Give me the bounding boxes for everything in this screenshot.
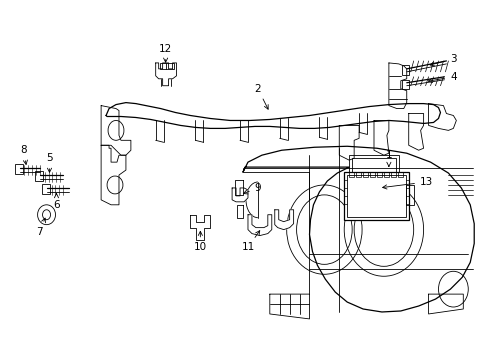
Text: 9: 9: [243, 183, 261, 194]
Text: 13: 13: [382, 177, 432, 189]
Polygon shape: [243, 146, 473, 312]
Bar: [35, 171, 42, 181]
Text: 3: 3: [429, 54, 456, 66]
Polygon shape: [408, 113, 423, 150]
Polygon shape: [101, 105, 131, 155]
Text: 2: 2: [254, 84, 267, 109]
Text: 5: 5: [46, 153, 53, 172]
Bar: [346, 175, 405, 217]
Bar: [376, 172, 381, 177]
Text: 8: 8: [20, 145, 27, 165]
Text: 6: 6: [53, 194, 60, 210]
Bar: [348, 172, 353, 177]
Polygon shape: [106, 103, 440, 129]
Bar: [41, 184, 49, 194]
Polygon shape: [190, 215, 210, 239]
Bar: [344, 172, 408, 220]
Text: 11: 11: [241, 231, 259, 252]
Polygon shape: [101, 145, 126, 205]
Text: 1: 1: [385, 150, 391, 166]
Bar: [355, 172, 360, 177]
Polygon shape: [339, 125, 358, 160]
Bar: [397, 172, 402, 177]
Polygon shape: [388, 63, 406, 109]
Bar: [401, 65, 408, 75]
Text: 4: 4: [427, 72, 456, 82]
Polygon shape: [274, 210, 293, 230]
Bar: [405, 185, 413, 205]
Bar: [362, 172, 367, 177]
Bar: [348, 155, 398, 180]
Text: 7: 7: [36, 218, 45, 237]
Bar: [401, 80, 408, 89]
Polygon shape: [155, 63, 176, 86]
Polygon shape: [427, 104, 455, 130]
Bar: [383, 172, 388, 177]
Polygon shape: [247, 215, 271, 235]
Text: 10: 10: [193, 231, 206, 252]
Bar: [351, 158, 395, 177]
Polygon shape: [373, 121, 388, 155]
Polygon shape: [232, 188, 247, 202]
Bar: [390, 172, 395, 177]
Text: 12: 12: [159, 44, 172, 62]
Bar: [15, 164, 22, 174]
Bar: [160, 63, 173, 69]
Bar: [369, 172, 374, 177]
